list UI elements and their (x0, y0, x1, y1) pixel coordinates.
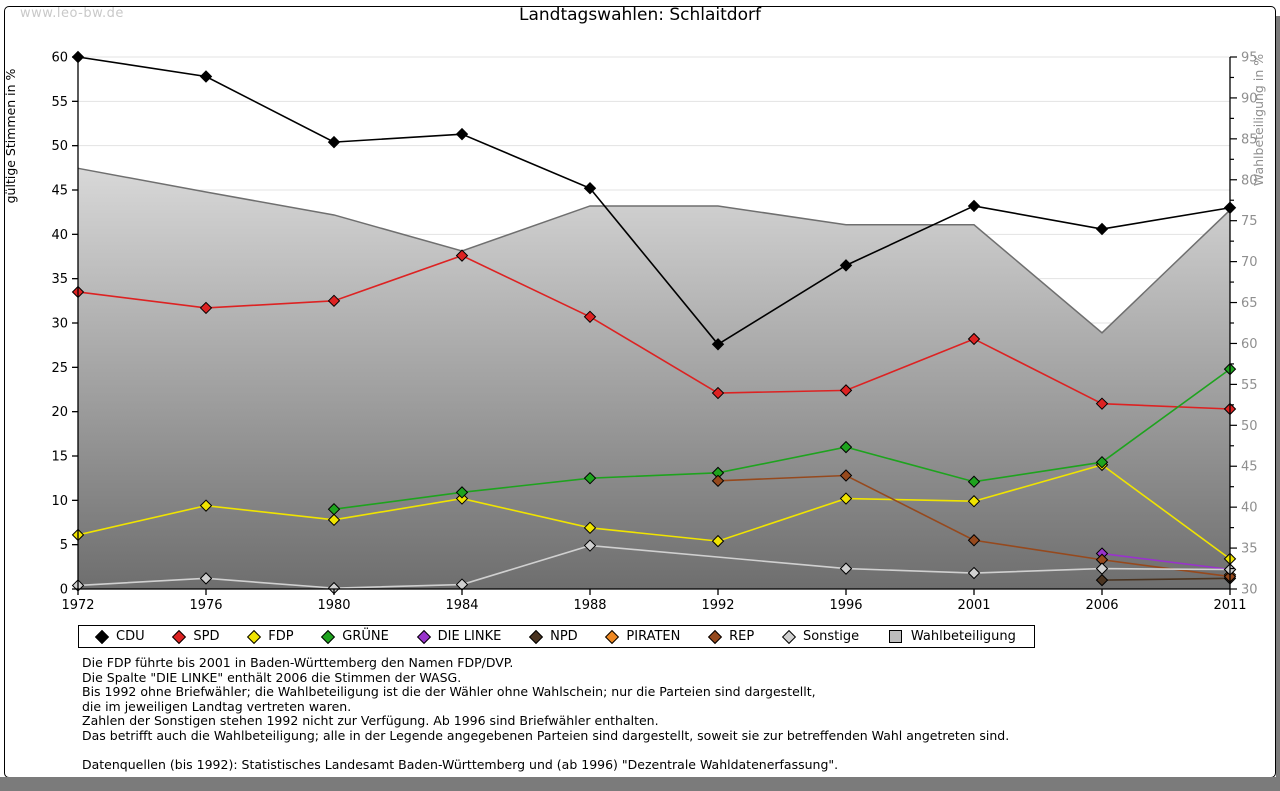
legend-item-piraten: PIRATEN (605, 629, 681, 644)
window-shadow-bottom (0, 777, 1280, 791)
footnote-line: Die FDP führte bis 2001 in Baden-Württem… (82, 655, 514, 670)
legend: CDU SPD FDP GRÜNE DIE LINKE NPD PIRATEN … (78, 625, 1035, 648)
legend-item-fdp: FDP (247, 629, 294, 644)
legend-item-cdu: CDU (94, 629, 145, 644)
legend-item-rep: REP (708, 629, 755, 644)
legend-label: GRÜNE (342, 629, 389, 644)
page-title: Landtagswahlen: Schlaitdorf (519, 5, 761, 25)
die-linke-marker-icon (416, 629, 431, 644)
legend-item-sonstige: Sonstige (781, 629, 860, 644)
legend-item-npd: NPD (529, 629, 578, 644)
footnote-line: Das betrifft auch die Wahlbeteiligung; a… (82, 727, 1010, 743)
legend-label: DIE LINKE (437, 629, 502, 644)
footnote-line (82, 744, 1009, 759)
legend-label: PIRATEN (626, 629, 681, 644)
rep-marker-icon (708, 629, 723, 644)
legend-label: REP (729, 629, 755, 644)
footnote-line: Bis 1992 ohne Briefwähler; die Wahlbetei… (82, 684, 816, 700)
footnote-line: Zahlen der Sonstigen stehen 1992 nicht z… (82, 713, 659, 729)
footnotes: Die FDP führte bis 2001 in Baden-Württem… (82, 655, 1010, 773)
legend-label: Wahlbeteiligung (910, 629, 1016, 644)
legend-item-wahlbeteiligung: Wahlbeteiligung (888, 629, 1016, 644)
footnote-line: die im jeweiligen Landtag vertreten ware… (82, 698, 352, 714)
npd-marker-icon (529, 629, 544, 644)
legend-label: SPD (193, 629, 220, 644)
legend-item-spd: SPD (172, 629, 220, 644)
spd-marker-icon (172, 629, 187, 644)
legend-label: CDU (116, 629, 145, 644)
sonstige-marker-icon (781, 629, 797, 644)
legend-label: Sonstige (802, 629, 860, 644)
gruene-marker-icon (321, 629, 336, 644)
legend-item-die-linke: DIE LINKE (416, 629, 502, 644)
cdu-marker-icon (94, 629, 110, 644)
window-shadow-right (1276, 16, 1280, 777)
fdp-marker-icon (247, 629, 262, 644)
footnote-line: Die Spalte "DIE LINKE" enthält 2006 die … (82, 669, 462, 685)
wahlbeteiligung-marker-icon (888, 630, 902, 643)
legend-item-gruene: GRÜNE (321, 629, 389, 644)
footnote-source-line: Datenquellen (bis 1992): Statistisches L… (82, 757, 839, 773)
piraten-marker-icon (605, 629, 620, 644)
legend-label: FDP (268, 629, 294, 644)
legend-label: NPD (550, 629, 578, 644)
watermark: www.leo-bw.de (20, 6, 124, 21)
